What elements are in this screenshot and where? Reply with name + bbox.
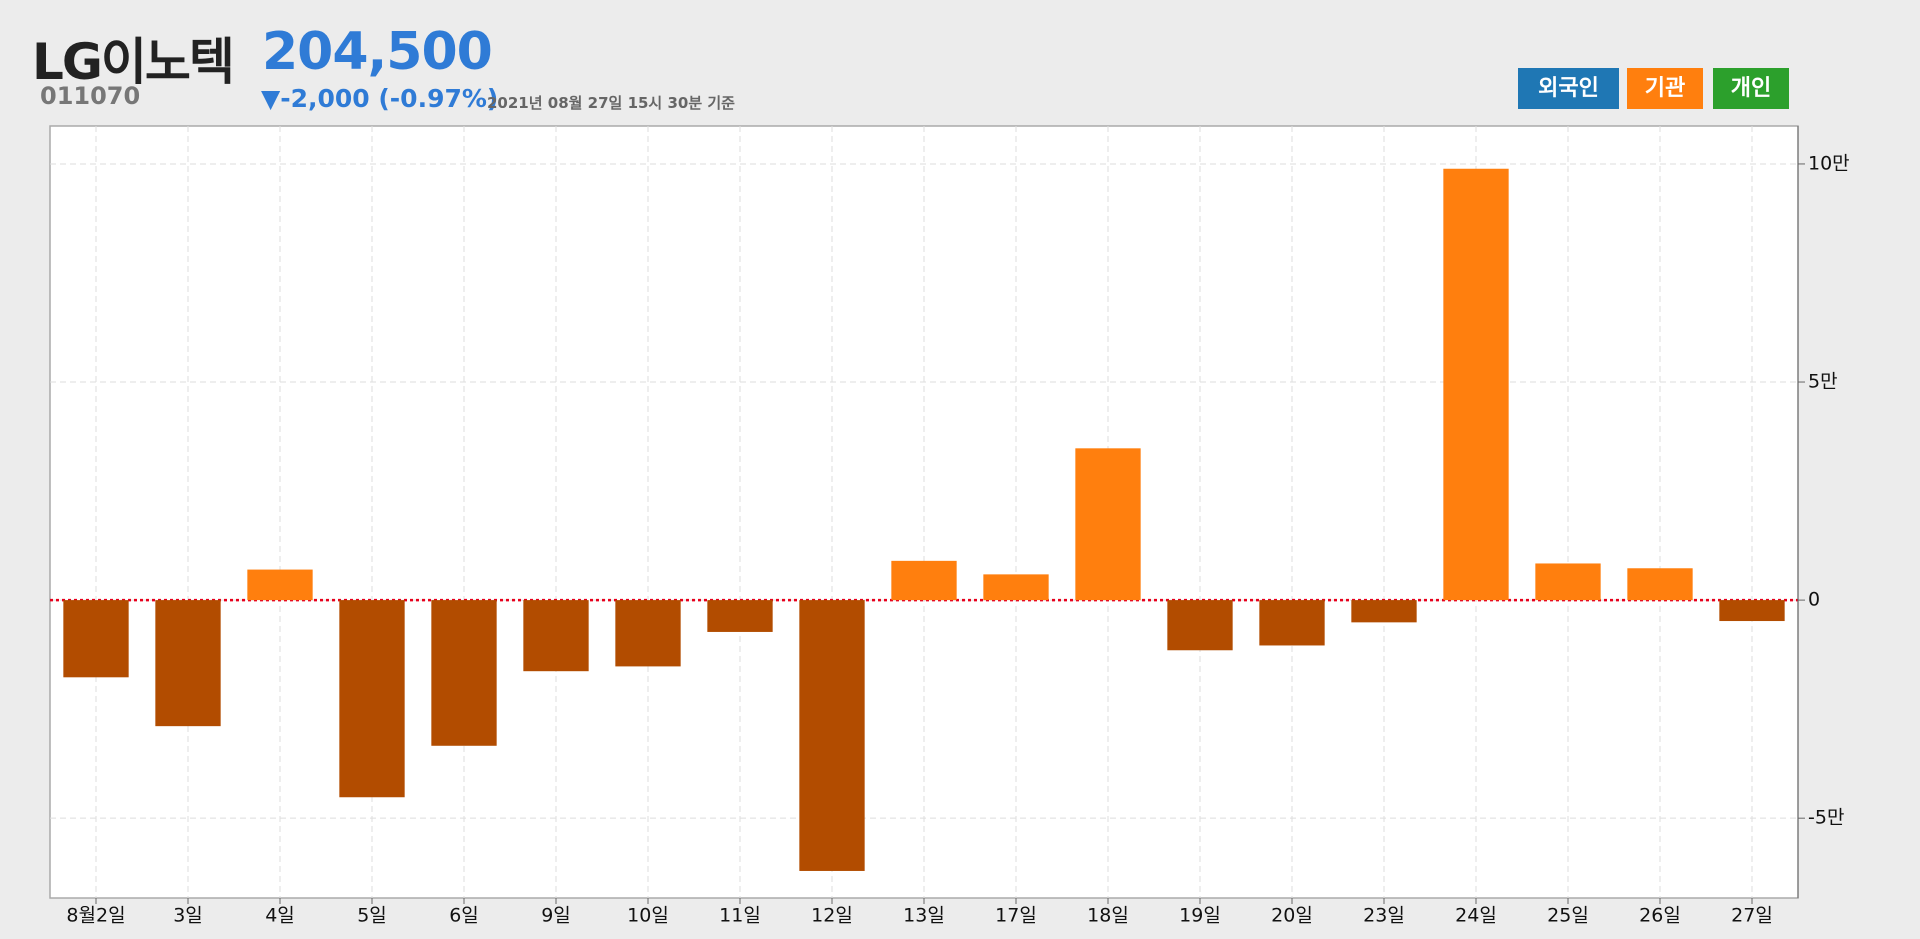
x-tick-label: 11일 bbox=[719, 905, 761, 927]
x-tick-label: 6일 bbox=[449, 905, 479, 927]
x-tick-label: 3일 bbox=[173, 905, 203, 927]
x-tick-label: 10일 bbox=[627, 905, 669, 927]
bar bbox=[1075, 448, 1141, 601]
bar bbox=[247, 569, 313, 601]
y-tick-label: 0 bbox=[1808, 589, 1820, 611]
x-tick-label: 18일 bbox=[1087, 905, 1129, 927]
x-tick-label: 19일 bbox=[1179, 905, 1221, 927]
y-tick-label: -5만 bbox=[1808, 807, 1844, 829]
x-tick-label: 8월2일 bbox=[66, 905, 125, 927]
bar bbox=[615, 600, 681, 667]
stock-price: 204,500 bbox=[262, 22, 493, 82]
price-change: ▼-2,000 (-0.97%) bbox=[261, 84, 499, 113]
investor-button[interactable]: 기관 bbox=[1627, 68, 1703, 109]
x-tick-label: 23일 bbox=[1363, 905, 1405, 927]
bar bbox=[1443, 168, 1509, 601]
bar bbox=[1627, 568, 1693, 601]
x-tick-label: 25일 bbox=[1547, 905, 1589, 927]
bar bbox=[707, 600, 773, 632]
investor-button[interactable]: 외국인 bbox=[1518, 68, 1619, 109]
bar bbox=[339, 600, 405, 798]
x-tick-label: 17일 bbox=[995, 905, 1037, 927]
bar bbox=[1351, 600, 1417, 623]
bar bbox=[1259, 600, 1325, 646]
x-tick-label: 27일 bbox=[1731, 905, 1773, 927]
stock-code: 011070 bbox=[40, 82, 141, 110]
x-tick-label: 26일 bbox=[1639, 905, 1681, 927]
bar bbox=[63, 600, 129, 678]
bar bbox=[523, 600, 589, 672]
stock-name: LG이노텍 bbox=[32, 33, 235, 91]
x-tick-label: 9일 bbox=[541, 905, 571, 927]
x-tick-label: 24일 bbox=[1455, 905, 1497, 927]
y-tick-label: 10만 bbox=[1808, 152, 1850, 174]
x-tick-label: 5일 bbox=[357, 905, 387, 927]
timestamp: 2021년 08월 27일 15시 30분 기준 bbox=[487, 94, 735, 112]
bar bbox=[155, 600, 221, 727]
y-tick-label: 5만 bbox=[1808, 371, 1838, 393]
x-tick-label: 13일 bbox=[903, 905, 945, 927]
bar bbox=[1535, 563, 1601, 601]
bar bbox=[799, 600, 865, 871]
bar bbox=[891, 560, 957, 601]
bar bbox=[1719, 600, 1785, 622]
x-tick-label: 4일 bbox=[265, 905, 295, 927]
bar bbox=[1167, 600, 1233, 651]
x-tick-label: 20일 bbox=[1271, 905, 1313, 927]
x-tick-label: 12일 bbox=[811, 905, 853, 927]
bar bbox=[431, 600, 497, 746]
bar bbox=[983, 574, 1049, 601]
investor-button[interactable]: 개인 bbox=[1713, 68, 1789, 109]
